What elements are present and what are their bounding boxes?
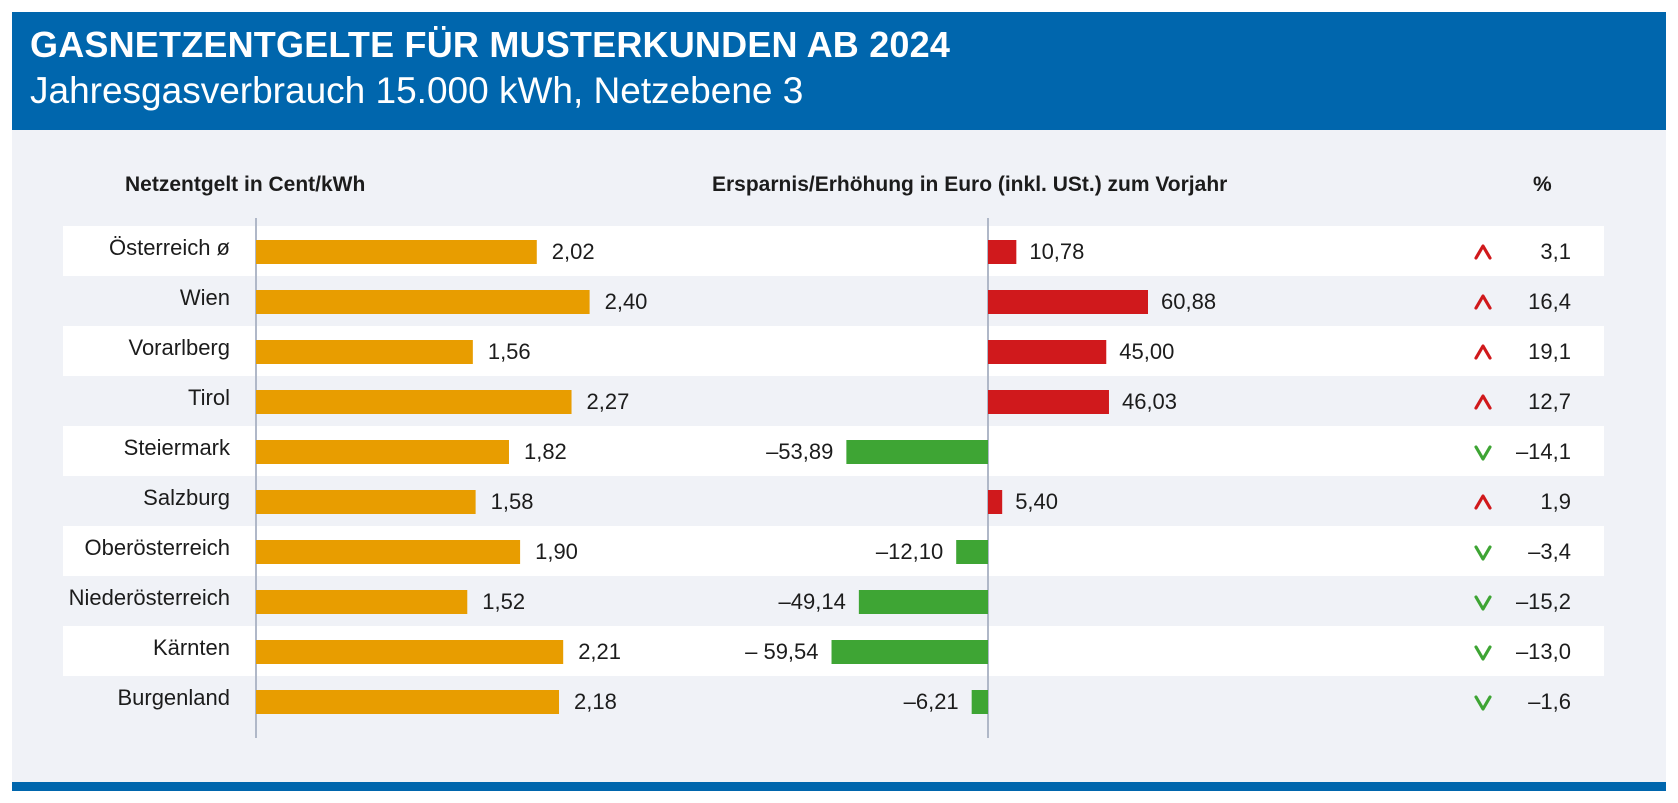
trend-down-icon [1474, 595, 1492, 611]
netzentgelt-bar [256, 490, 476, 514]
header-banner: GASNETZENTGELTE FÜR MUSTERKUNDEN AB 2024… [12, 12, 1666, 130]
netzentgelt-value-label: 2,27 [587, 389, 630, 414]
percent-value-label: 1,9 [1540, 489, 1571, 514]
chart-subtitle: Jahresgasverbrauch 15.000 kWh, Netzebene… [30, 70, 804, 111]
trend-down-icon [1474, 445, 1492, 461]
change-bar [988, 290, 1148, 314]
netzentgelt-bar [256, 390, 572, 414]
column-header-netzentgelt: Netzentgelt in Cent/kWh [125, 173, 366, 196]
percent-value-label: –3,4 [1528, 539, 1571, 564]
change-bar [988, 240, 1017, 264]
percent-value-label: –14,1 [1516, 439, 1571, 464]
category-label: Kärnten [153, 635, 230, 660]
netzentgelt-bar [256, 690, 560, 714]
chart-title: GASNETZENTGELTE FÜR MUSTERKUNDEN AB 2024 [30, 24, 951, 65]
netzentgelt-value-label: 1,58 [491, 489, 534, 514]
percent-value-label: –15,2 [1516, 589, 1571, 614]
change-bar [858, 590, 988, 614]
change-bar [988, 490, 1003, 514]
change-value-label: 10,78 [1029, 239, 1084, 264]
change-bar [956, 540, 988, 564]
percent-value-label: 3,1 [1540, 239, 1571, 264]
netzentgelt-bar [256, 440, 509, 464]
category-label: Tirol [188, 385, 230, 410]
trend-up-icon [1474, 494, 1492, 510]
trend-down-icon [1474, 545, 1492, 561]
netzentgelt-value-label: 2,02 [552, 239, 595, 264]
category-label: Niederösterreich [69, 585, 230, 610]
percent-value-label: 19,1 [1528, 339, 1571, 364]
change-bar [831, 640, 988, 664]
netzentgelt-value-label: 1,90 [535, 539, 578, 564]
trend-down-icon [1474, 695, 1492, 711]
netzentgelt-value-label: 2,40 [605, 289, 648, 314]
trend-up-icon [1474, 294, 1492, 310]
percent-value-label: –13,0 [1516, 639, 1571, 664]
netzentgelt-value-label: 2,18 [574, 689, 617, 714]
netzentgelt-bar [256, 590, 468, 614]
category-label: Salzburg [143, 485, 230, 510]
column-header-percent: % [1533, 173, 1552, 196]
netzentgelt-value-label: 1,52 [482, 589, 525, 614]
netzentgelt-bar [256, 290, 590, 314]
netzentgelt-bar [256, 640, 564, 664]
footer-bar [12, 782, 1666, 791]
trend-up-icon [1474, 394, 1492, 410]
trend-up-icon [1474, 344, 1492, 360]
netzentgelt-value-label: 2,21 [578, 639, 621, 664]
trend-down-icon [1474, 645, 1492, 661]
change-value-label: –53,89 [766, 439, 833, 464]
change-value-label: 5,40 [1015, 489, 1058, 514]
category-label: Steiermark [124, 435, 231, 460]
change-value-label: –6,21 [904, 689, 959, 714]
category-label: Wien [180, 285, 230, 310]
change-bar [971, 690, 988, 714]
change-bar [988, 390, 1109, 414]
netzentgelt-bar [256, 340, 473, 364]
netzentgelt-bar [256, 540, 521, 564]
change-value-label: 46,03 [1122, 389, 1177, 414]
change-bar [846, 440, 988, 464]
netzentgelt-value-label: 1,56 [488, 339, 531, 364]
percent-value-label: 12,7 [1528, 389, 1571, 414]
change-value-label: – 59,54 [745, 639, 818, 664]
netzentgelt-bar [256, 240, 537, 264]
trend-up-icon [1474, 244, 1492, 260]
category-label: Österreich ø [109, 235, 230, 260]
column-header-ersparnis: Ersparnis/Erhöhung in Euro (inkl. USt.) … [712, 173, 1228, 196]
category-label: Oberösterreich [84, 535, 230, 560]
percent-value-label: –1,6 [1528, 689, 1571, 714]
change-value-label: 45,00 [1119, 339, 1174, 364]
change-bar [988, 340, 1107, 364]
percent-value-label: 16,4 [1528, 289, 1571, 314]
change-value-label: 60,88 [1161, 289, 1216, 314]
netzentgelt-value-label: 1,82 [524, 439, 567, 464]
change-value-label: –12,10 [876, 539, 943, 564]
category-label: Vorarlberg [128, 335, 230, 360]
category-label: Burgenland [117, 685, 230, 710]
change-value-label: –49,14 [779, 589, 846, 614]
